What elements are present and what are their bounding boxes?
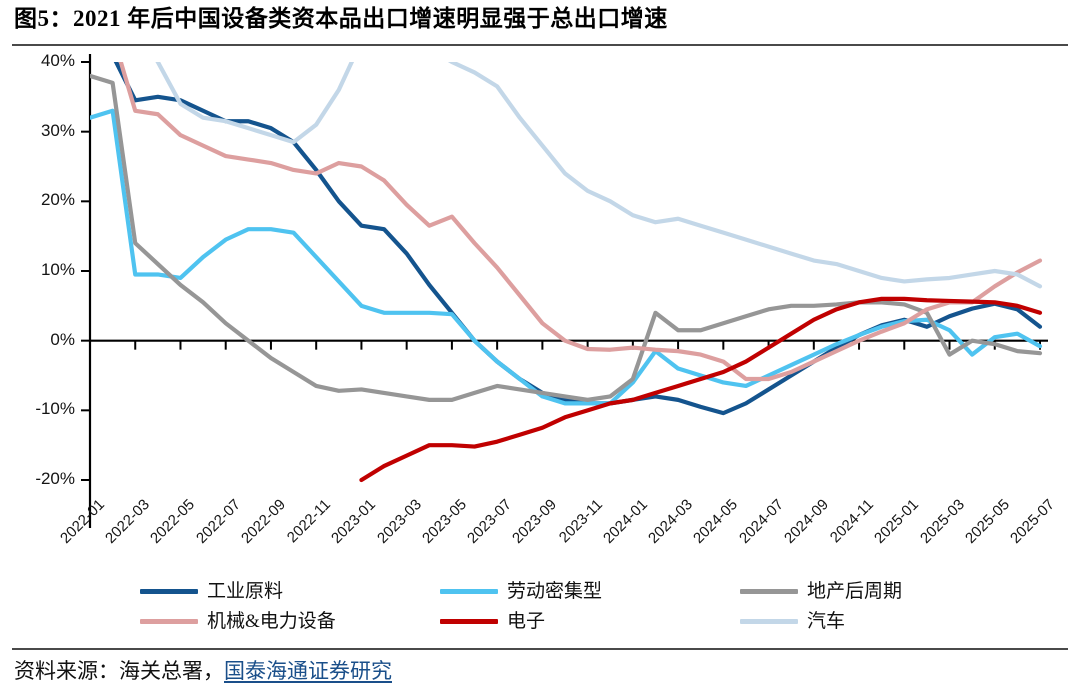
legend-color-swatch [140, 619, 198, 624]
page-title: 图5：2021 年后中国设备类资本品出口增速明显强于总出口增速 [14, 6, 668, 31]
legend-label: 工业原料 [207, 581, 284, 602]
legend-item-property-late-cycle[interactable]: 地产后周期 [740, 582, 902, 601]
footer-divider [12, 648, 1068, 650]
data-series-group [90, 62, 1043, 483]
source-note: 资料来源：海关总署， 国泰海通证券研究 [14, 654, 1064, 686]
legend-item-industrial-materials[interactable]: 工业原料 [140, 582, 283, 601]
legend-label: 地产后周期 [807, 581, 903, 602]
source-link[interactable]: 国泰海通证券研究 [224, 659, 392, 683]
axes [81, 54, 1048, 528]
legend-item-machinery-power-equipment[interactable]: 机械&电力设备 [140, 612, 336, 631]
series-line-2 [90, 73, 1043, 402]
y-axis-tick-label: -10% [35, 399, 75, 419]
legend-label: 电子 [507, 611, 546, 632]
series-line-3 [118, 62, 1043, 382]
legend-label: 汽车 [807, 611, 846, 632]
legend-color-swatch [740, 619, 798, 624]
series-line-1 [90, 108, 1043, 406]
series-line-5 [155, 62, 1043, 289]
chart-plot-area: 2022-01 2022-03 2022-05 2022-07 2022-09 2022-… [0, 48, 1080, 548]
title-divider [12, 44, 1068, 46]
figure-title-bar: 图5：2021 年后中国设备类资本品出口增速明显强于总出口增速 [0, 0, 1080, 46]
source-label: 资料来源：海关总署， [14, 659, 224, 683]
legend-color-swatch [140, 589, 198, 594]
legend-item-electronics[interactable]: 电子 [440, 612, 545, 631]
chart-legend: 工业原料 劳动密集型 地产后周期机械&电力设备 电子 汽车 [140, 578, 970, 636]
series-line-0 [113, 62, 1043, 416]
y-axis-tick-label: 0% [50, 329, 75, 349]
legend-color-swatch [740, 589, 798, 594]
legend-label: 劳动密集型 [507, 581, 603, 602]
legend-color-swatch [440, 589, 498, 594]
series-line-4 [359, 296, 1043, 483]
legend-label: 机械&电力设备 [207, 611, 336, 632]
y-axis-tick-label: 20% [40, 190, 75, 210]
legend-color-swatch [440, 619, 498, 624]
legend-item-labor-intensive[interactable]: 劳动密集型 [440, 582, 602, 601]
y-axis-tick-label: 30% [40, 120, 75, 140]
line-chart-svg [81, 54, 1048, 528]
y-axis-tick-label: 40% [40, 51, 75, 70]
legend-item-automobiles[interactable]: 汽车 [740, 612, 845, 631]
y-axis-tick-label: -20% [35, 469, 75, 488]
y-axis-tick-label: 10% [40, 260, 75, 279]
